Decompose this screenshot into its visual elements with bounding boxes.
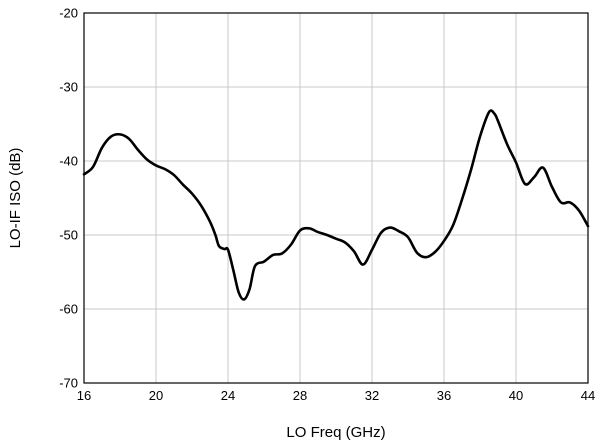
y-tick-label: -20 (59, 6, 78, 21)
grid (84, 13, 588, 383)
x-tick-label: 36 (437, 388, 451, 403)
y-axis-title: LO-IF ISO (dB) (7, 148, 24, 249)
y-tick-label: -30 (59, 80, 78, 95)
x-tick-label: 28 (293, 388, 307, 403)
x-tick-label: 16 (77, 388, 91, 403)
x-tick-label: 20 (149, 388, 163, 403)
x-tick-label: 44 (581, 388, 595, 403)
y-tick-label: -60 (59, 302, 78, 317)
x-axis-ticks: 16 20 24 28 32 36 40 44 (77, 388, 595, 403)
y-tick-label: -50 (59, 228, 78, 243)
y-tick-label: -40 (59, 154, 78, 169)
x-tick-label: 40 (509, 388, 523, 403)
x-axis-title: LO Freq (GHz) (286, 424, 385, 441)
series-line-lo-if-iso (82, 109, 590, 301)
y-tick-label: -70 (59, 376, 78, 391)
y-axis-ticks: -20 -30 -40 -50 -60 -70 (59, 6, 78, 391)
plot-area (83, 12, 589, 384)
x-tick-label: 24 (221, 388, 235, 403)
x-tick-label: 32 (365, 388, 379, 403)
